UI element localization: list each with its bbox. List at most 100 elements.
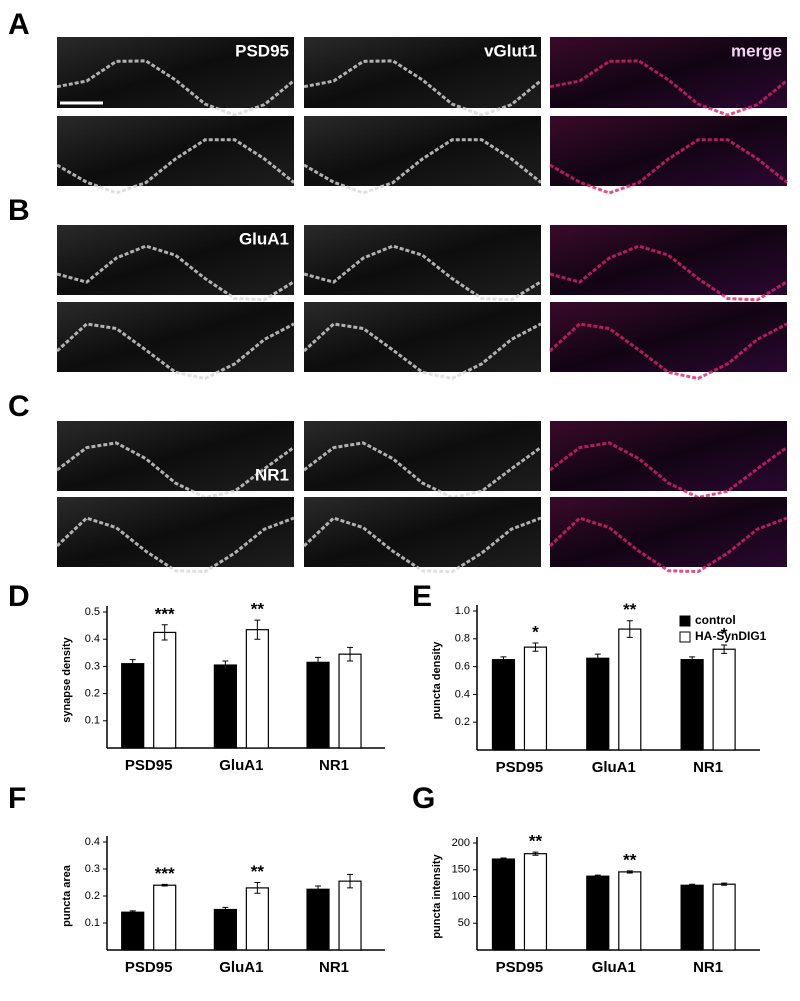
- bar: [306, 888, 330, 951]
- image-label: PSD95: [235, 41, 289, 60]
- dendrite: [548, 322, 788, 381]
- bar: [491, 858, 516, 951]
- panel-label: G: [412, 782, 435, 815]
- bar: [712, 883, 736, 951]
- error-bar: [532, 851, 539, 856]
- significance: ***: [155, 604, 175, 623]
- y-tick-label: 0.5: [85, 606, 100, 618]
- dendrite: [56, 59, 295, 117]
- micrograph: [550, 302, 787, 372]
- y-tick-label: 0.2: [85, 688, 100, 700]
- bar: [523, 646, 548, 751]
- micrograph: [57, 302, 294, 372]
- bar: [153, 631, 177, 749]
- significance: **: [623, 850, 637, 869]
- micrograph: [304, 37, 541, 108]
- significance: **: [529, 832, 543, 851]
- dendrite: [55, 516, 295, 574]
- y-tick-label: 0.2: [455, 716, 470, 728]
- bar: [586, 875, 610, 951]
- error-bar: [347, 873, 354, 889]
- legend-swatch: [679, 615, 691, 627]
- y-tick-label: 50: [458, 917, 470, 929]
- x-tick-label: NR1: [319, 959, 349, 976]
- y-tick-label: 0.3: [85, 863, 100, 875]
- legend-swatch: [679, 631, 691, 643]
- bar: [586, 657, 610, 751]
- x-tick-label: NR1: [693, 759, 723, 776]
- micrograph: [550, 421, 787, 491]
- significance: *: [721, 625, 728, 644]
- error-bar: [222, 906, 229, 913]
- y-axis-label: puncta density: [431, 641, 443, 720]
- x-tick-label: GluA1: [592, 759, 636, 776]
- error-bar: [594, 653, 601, 663]
- micrograph: [304, 225, 541, 295]
- dendrite: [303, 441, 542, 500]
- panel-label: C: [8, 390, 30, 423]
- dendrite: [303, 138, 542, 195]
- bar: [712, 648, 736, 751]
- error-bar: [594, 874, 601, 878]
- bar: [618, 871, 642, 951]
- error-bar: [689, 883, 696, 887]
- image-label: merge: [731, 41, 782, 60]
- y-tick-label: 0.2: [85, 890, 100, 902]
- dendrite: [549, 59, 788, 117]
- bar: [491, 659, 516, 751]
- dendrite: [55, 322, 295, 381]
- error-bar: [689, 656, 696, 663]
- x-tick-label: PSD95: [496, 959, 544, 976]
- bar: [245, 887, 269, 951]
- dendrite: [303, 244, 542, 302]
- x-tick-label: GluA1: [592, 959, 636, 976]
- micrograph: [57, 421, 294, 491]
- error-bar: [626, 870, 633, 874]
- bar: [523, 853, 548, 951]
- significance: ***: [155, 864, 175, 883]
- legend-label: HA-SynDIG1: [695, 629, 767, 643]
- y-tick-label: 0.4: [455, 688, 470, 700]
- micrograph: [304, 116, 541, 186]
- y-axis-label: puncta intensity: [431, 853, 443, 938]
- significance: **: [251, 862, 265, 881]
- error-bar: [254, 619, 261, 640]
- y-tick-label: 200: [452, 837, 470, 849]
- bar: [618, 628, 642, 751]
- bar: [338, 653, 362, 749]
- y-tick-label: 0.3: [85, 660, 100, 672]
- significance: **: [251, 600, 265, 619]
- significance: *: [532, 622, 539, 641]
- y-tick-label: 0.4: [85, 836, 100, 848]
- legend-label: control: [695, 613, 736, 627]
- error-bar: [315, 885, 322, 893]
- y-tick-label: 0.8: [455, 633, 470, 645]
- dendrite: [549, 244, 788, 302]
- dendrite: [303, 59, 542, 117]
- micrographs: [55, 37, 788, 574]
- micrograph: [304, 302, 541, 372]
- y-tick-label: 0.1: [85, 917, 100, 929]
- micrograph: [57, 116, 294, 186]
- panel-label: E: [412, 580, 432, 613]
- bar: [213, 664, 237, 749]
- error-bar: [626, 620, 633, 638]
- bar: [245, 629, 269, 749]
- bar: [153, 884, 177, 951]
- bar: [680, 659, 704, 751]
- micrograph: [57, 497, 294, 567]
- dendrite: [302, 322, 542, 381]
- error-bar: [532, 642, 539, 652]
- x-tick-label: PSD95: [125, 959, 173, 976]
- dendrite: [56, 441, 295, 500]
- bar: [338, 880, 362, 951]
- dendrite: [56, 138, 295, 195]
- dendrite: [302, 516, 542, 574]
- micrograph: [57, 225, 294, 295]
- error-bar: [347, 646, 354, 662]
- error-bar: [222, 660, 229, 670]
- x-tick-label: GluA1: [219, 757, 263, 774]
- y-tick-label: 150: [452, 864, 470, 876]
- dendrite: [549, 441, 788, 500]
